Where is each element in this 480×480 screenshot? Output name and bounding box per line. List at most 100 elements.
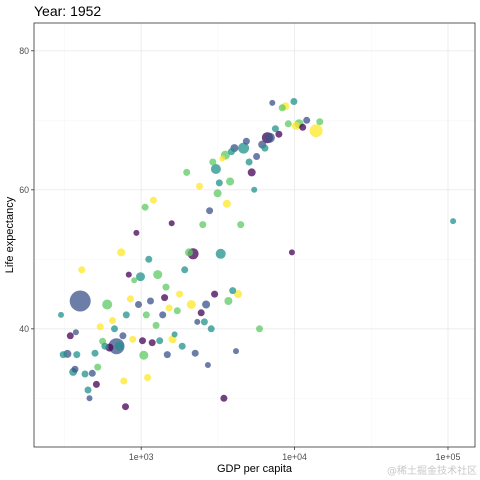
data-point [186, 300, 196, 309]
data-point [84, 386, 92, 394]
data-point [264, 132, 275, 143]
data-point [136, 272, 145, 282]
data-point [129, 335, 137, 343]
x-tick-label: 1e+03 [129, 452, 154, 462]
y-axis-title: Life expectancy [4, 196, 16, 273]
watermark-text: @稀土掘金技术社区 [387, 464, 477, 477]
data-point [194, 318, 201, 325]
data-point [253, 153, 261, 160]
data-point [161, 294, 169, 302]
data-point [209, 158, 217, 166]
data-point [72, 329, 79, 336]
data-point [96, 323, 104, 331]
data-point [199, 221, 207, 229]
data-point [228, 148, 235, 156]
data-point [86, 395, 93, 402]
data-point [156, 337, 164, 345]
data-point [122, 403, 129, 411]
data-point [206, 207, 214, 215]
data-point [109, 317, 116, 324]
data-point [288, 249, 295, 256]
data-point [131, 277, 138, 284]
data-point [152, 321, 160, 329]
data-points [58, 98, 457, 411]
data-point [256, 325, 263, 333]
x-tick-label: 1e+04 [282, 452, 307, 462]
data-point [219, 155, 226, 162]
data-point [147, 297, 154, 305]
data-point [102, 299, 113, 310]
data-point [237, 221, 245, 229]
data-point [245, 158, 253, 166]
data-point [145, 255, 153, 263]
data-point [139, 337, 146, 345]
data-point [126, 295, 134, 303]
data-point [120, 377, 128, 385]
data-point [211, 290, 219, 298]
data-point [135, 301, 142, 308]
data-point [196, 182, 203, 190]
axis-ticks: 40 60 80 1e+03 1e+04 1e+05 [19, 46, 460, 462]
data-point [229, 287, 237, 295]
data-point [200, 318, 208, 326]
data-point [73, 351, 81, 359]
data-point [450, 218, 457, 225]
data-point [119, 332, 127, 340]
data-point [94, 363, 102, 371]
data-point [291, 121, 300, 130]
data-point [242, 137, 250, 145]
data-point [234, 290, 243, 299]
data-point [59, 351, 67, 359]
data-point [284, 120, 292, 128]
y-tick-label: 80 [19, 46, 29, 56]
data-point [309, 124, 323, 138]
data-point [122, 311, 130, 319]
data-point [133, 229, 140, 236]
data-point [275, 130, 283, 138]
data-point [316, 118, 324, 126]
data-point [269, 99, 276, 106]
data-point [117, 248, 126, 257]
grid-lines [34, 23, 475, 447]
data-point [185, 248, 193, 257]
data-point [176, 290, 184, 298]
data-point [125, 271, 132, 278]
data-point [101, 342, 109, 350]
chart-title: Year: 1952 [34, 3, 101, 19]
data-point [144, 374, 152, 381]
data-point [271, 125, 279, 133]
data-point [148, 339, 156, 347]
data-point [153, 270, 163, 280]
data-point [290, 98, 298, 105]
data-point [233, 348, 239, 355]
data-point [222, 199, 231, 208]
data-point [220, 394, 228, 402]
data-point [215, 248, 226, 259]
y-tick-label: 60 [19, 185, 29, 195]
data-point [69, 290, 91, 312]
data-point [66, 332, 74, 340]
data-point [207, 325, 215, 333]
data-point [142, 311, 150, 319]
data-point [204, 362, 211, 368]
data-point [183, 168, 191, 176]
data-point [181, 266, 189, 274]
data-point [224, 297, 233, 305]
data-point [165, 304, 173, 312]
data-point [251, 186, 258, 193]
data-point [78, 266, 86, 274]
data-point [210, 164, 221, 174]
data-point [247, 168, 256, 177]
data-point [92, 380, 100, 388]
x-axis-title: GDP per capita [217, 463, 293, 475]
data-point [238, 142, 250, 154]
data-point [226, 177, 235, 186]
data-point [81, 370, 89, 378]
data-point [213, 189, 222, 198]
data-point [111, 325, 118, 333]
data-point [299, 123, 307, 131]
data-point [261, 144, 269, 152]
data-point [159, 311, 167, 319]
data-point [173, 307, 181, 315]
